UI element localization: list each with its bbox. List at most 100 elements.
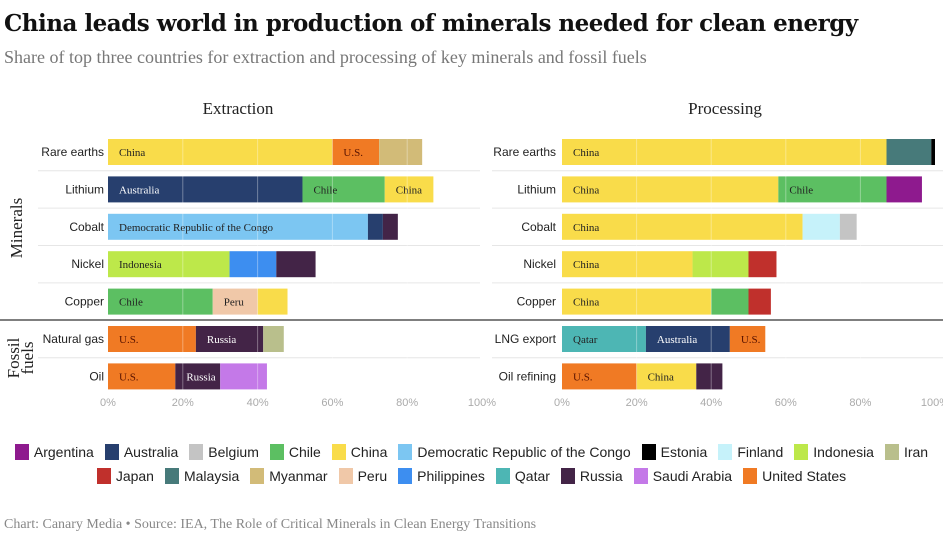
chart-title: China leads world in production of miner… xyxy=(4,10,858,37)
legend-item-argentina: Argentina xyxy=(14,440,94,464)
category-label: Cobalt xyxy=(521,220,556,234)
bar-label: Russia xyxy=(186,371,215,383)
legend-label: Saudi Arabia xyxy=(652,468,733,484)
x-tick-label: 40% xyxy=(700,397,722,409)
bar-segment-iran xyxy=(263,326,284,352)
legend-item-china: China xyxy=(331,440,388,464)
x-tick-label: 80% xyxy=(396,397,418,409)
bar-segment-united-states xyxy=(562,363,637,390)
legend-swatch xyxy=(164,468,179,484)
bar-segment-chile xyxy=(108,288,213,315)
category-label: LNG export xyxy=(495,332,557,346)
bar-label: U.S. xyxy=(343,147,363,159)
bar-segment-peru xyxy=(212,288,258,315)
legend-item-finland: Finland xyxy=(718,440,783,464)
legend-label: Myanmar xyxy=(269,468,328,484)
bar-segment-democratic-republic-of-the-congo xyxy=(108,213,368,240)
bar-segment-russia xyxy=(195,326,264,352)
bar-segment-china xyxy=(562,139,887,165)
bar-label: China xyxy=(396,184,422,196)
legend-label: Philippines xyxy=(417,468,485,484)
bar-label: China xyxy=(573,259,599,271)
category-label: Nickel xyxy=(523,257,556,271)
legend-swatch xyxy=(718,444,733,460)
bar-segment-russia xyxy=(276,251,316,278)
bar-segment-finland xyxy=(802,213,840,240)
legend-label: Democratic Republic of the Congo xyxy=(417,444,631,460)
legend-swatch xyxy=(495,468,510,484)
bar-segment-philippines xyxy=(229,251,277,278)
bar-label: Peru xyxy=(224,297,245,309)
category-label: Rare earths xyxy=(493,145,556,159)
legend-item-indonesia: Indonesia xyxy=(794,440,874,464)
legend-swatch xyxy=(633,468,648,484)
group-label-minerals: Minerals xyxy=(7,198,26,258)
legend-swatch xyxy=(189,444,204,460)
bar-segment-saudi-arabia xyxy=(220,363,267,390)
legend-item-qatar: Qatar xyxy=(495,464,550,488)
legend-swatch xyxy=(104,444,119,460)
bar-segment-united-states xyxy=(108,326,196,352)
source-footer: Chart: Canary Media • Source: IEA, The R… xyxy=(4,517,537,532)
legend-item-malaysia: Malaysia xyxy=(164,464,239,488)
bar-label: U.S. xyxy=(573,371,593,383)
legend-swatch xyxy=(331,444,346,460)
bar-label: Chile xyxy=(313,184,337,196)
bar-label: China xyxy=(573,184,599,196)
legend-label: Australia xyxy=(123,444,179,460)
legend-swatch xyxy=(794,444,809,460)
bar-label: Qatar xyxy=(573,334,598,346)
bar-segment-indonesia xyxy=(692,251,749,278)
category-label: Nickel xyxy=(71,257,104,271)
legend-label: China xyxy=(350,444,388,460)
bar-segment-china xyxy=(562,288,712,315)
x-tick-label: 0% xyxy=(100,397,116,409)
legend-label: Russia xyxy=(579,468,623,484)
legend-label: Belgium xyxy=(208,444,259,460)
legend-label: Chile xyxy=(288,444,321,460)
panel-title-extraction: Extraction xyxy=(203,99,274,118)
legend-item-iran: Iran xyxy=(884,440,928,464)
legend-label: Estonia xyxy=(660,444,708,460)
legend-item-philippines: Philippines xyxy=(398,464,485,488)
panel-title-processing: Processing xyxy=(688,99,762,118)
bar-label: Australia xyxy=(119,184,159,196)
bar-segment-australia xyxy=(645,326,730,352)
bar-label: U.S. xyxy=(119,371,139,383)
legend-label: Indonesia xyxy=(813,444,874,460)
legend-swatch xyxy=(743,468,758,484)
legend-item-myanmar: Myanmar xyxy=(250,464,328,488)
bar-segment-japan xyxy=(748,288,771,315)
bar-segment-china xyxy=(636,363,697,390)
bar-label: China xyxy=(573,297,599,309)
bar-label: Russia xyxy=(207,334,236,346)
bar-label: Democratic Republic of the Congo xyxy=(119,222,273,234)
legend-label: Peru xyxy=(357,468,388,484)
legend-swatch xyxy=(96,468,111,484)
bar-segment-belgium xyxy=(839,213,857,240)
bar-label: China xyxy=(648,371,674,383)
legend-item-australia: Australia xyxy=(104,440,179,464)
bar-label: China xyxy=(573,147,599,159)
bar-segment-united-states xyxy=(729,326,766,352)
x-tick-label: 0% xyxy=(554,397,570,409)
category-label: Lithium xyxy=(517,182,556,196)
legend-item-united-states: United States xyxy=(743,464,846,488)
legend-label: Argentina xyxy=(33,444,94,460)
bar-segment-chile xyxy=(711,288,749,315)
legend-item-saudi-arabia: Saudi Arabia xyxy=(633,464,733,488)
bar-segment-china xyxy=(562,213,803,240)
legend-label: Finland xyxy=(737,444,784,460)
x-tick-label: 40% xyxy=(247,397,269,409)
legend-swatch xyxy=(398,444,413,460)
bar-segment-estonia xyxy=(931,139,935,165)
x-tick-label: 20% xyxy=(172,397,194,409)
bar-segment-china xyxy=(108,139,333,165)
bar-segment-chile xyxy=(302,176,385,203)
legend-swatch xyxy=(641,444,656,460)
bar-segment-myanmar xyxy=(379,139,423,165)
legend-item-russia: Russia xyxy=(560,464,623,488)
bar-segment-united-states xyxy=(108,363,176,390)
legend-swatch xyxy=(269,444,284,460)
x-tick-label: 80% xyxy=(849,397,871,409)
